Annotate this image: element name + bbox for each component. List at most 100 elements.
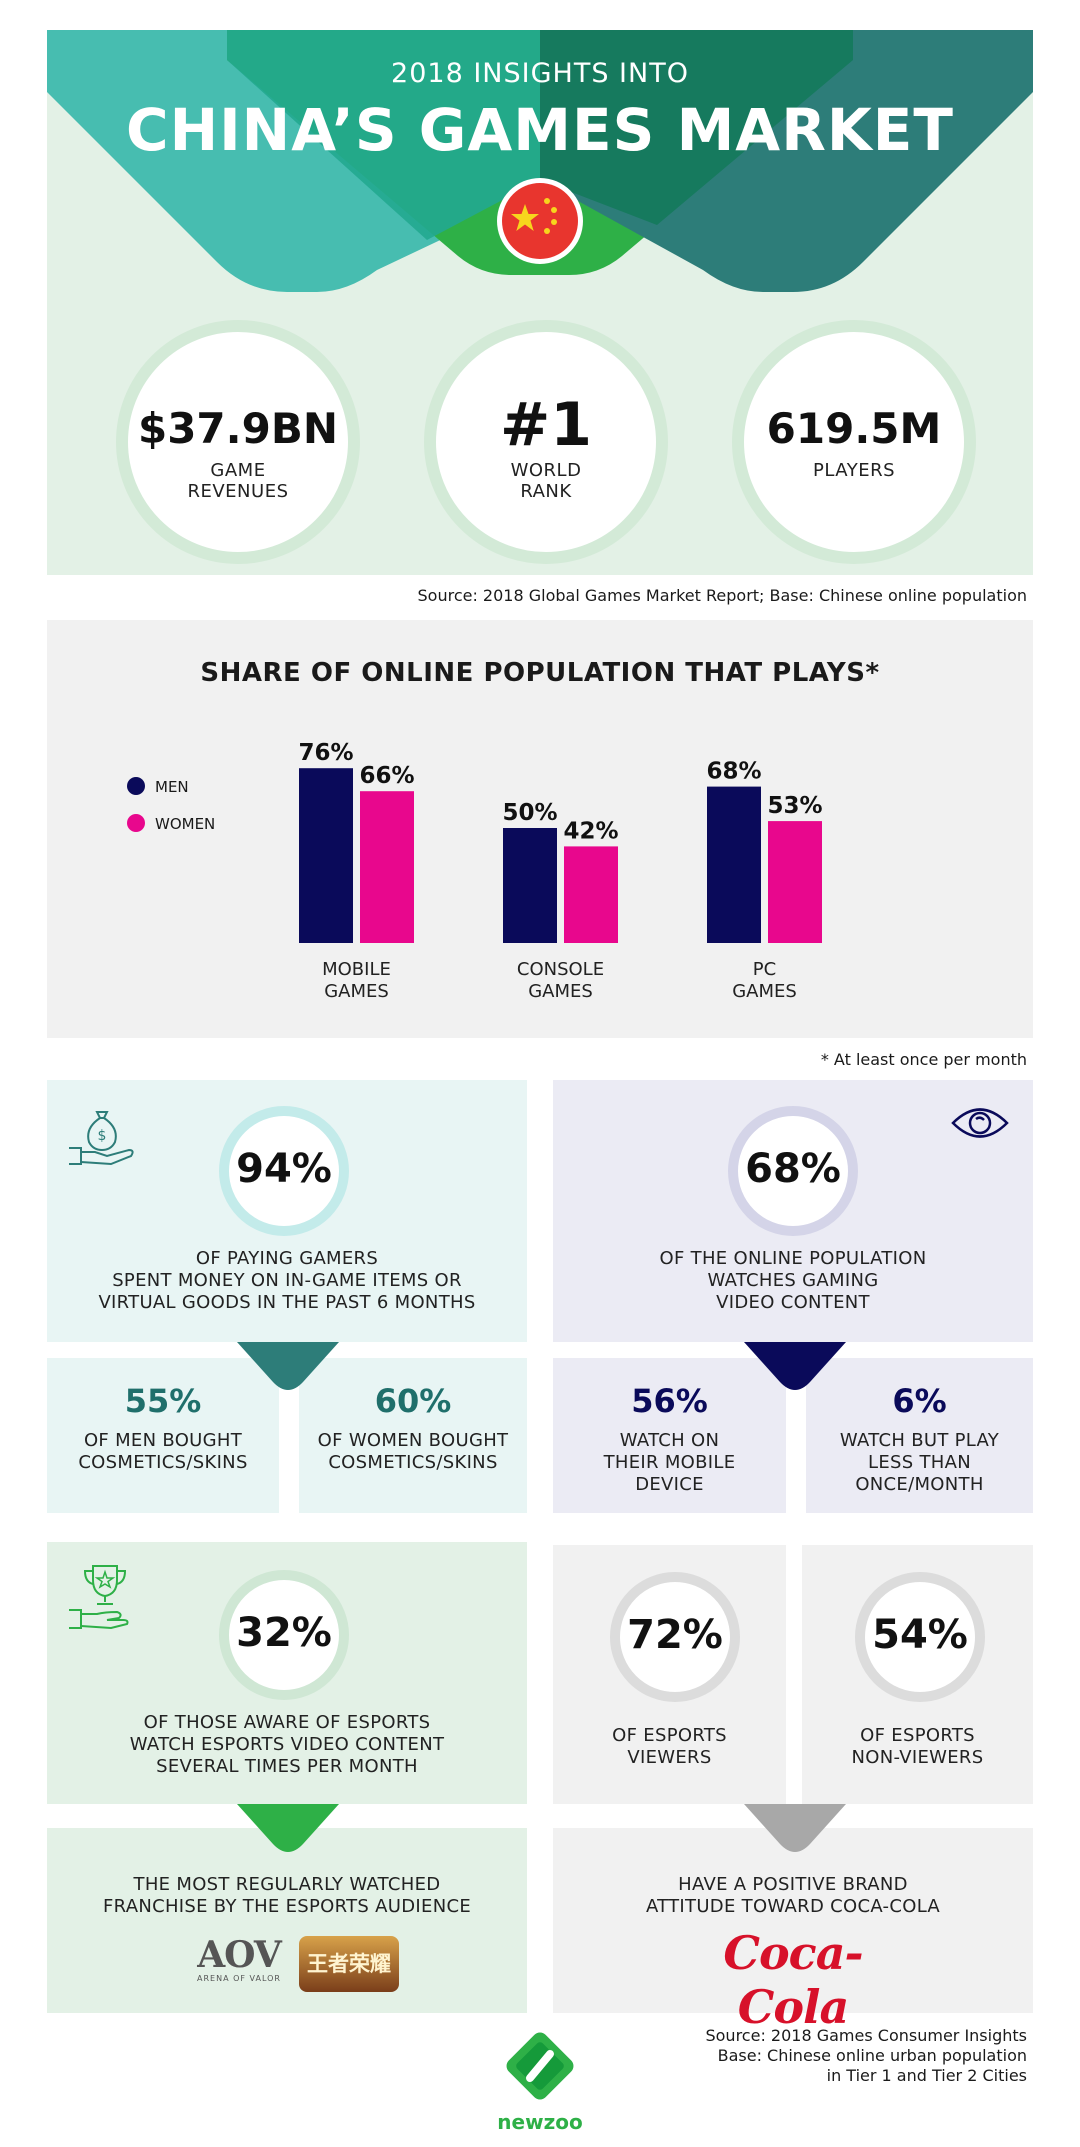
- bar-men-1: [503, 828, 557, 943]
- video-rare-line-2: LESS THAN: [868, 1452, 971, 1473]
- legend-men-label: MEN: [155, 778, 189, 796]
- header-banner: 2018 INSIGHTS INTO CHINA’S GAMES MARKET …: [47, 30, 1033, 575]
- viewers-value: 72%: [627, 1612, 723, 1658]
- bar-label-women-2: 53%: [767, 793, 822, 819]
- esports-connector-arrow: [237, 1804, 339, 1852]
- video-line-3: VIDEO CONTENT: [716, 1292, 870, 1313]
- video-rare-value: 6%: [892, 1382, 947, 1420]
- franchise-line-2: FRANCHISE BY THE ESPORTS AUDIENCE: [102, 1896, 472, 1917]
- spend-connector-arrow: [237, 1342, 339, 1390]
- video-ring: 68%: [728, 1106, 858, 1236]
- esports-line-1: OF THOSE AWARE OF ESPORTS: [143, 1712, 431, 1733]
- franchise-line-1: THE MOST REGULARLY WATCHED: [133, 1874, 441, 1895]
- legend-men-swatch: [127, 777, 145, 795]
- eye-icon: [951, 1108, 1009, 1138]
- coca-cola-logo: Coca-Cola: [723, 1926, 863, 2034]
- svg-text:$: $: [98, 1128, 107, 1144]
- header-source: Source: 2018 Global Games Market Report;…: [417, 586, 1028, 605]
- header-subtitle: 2018 INSIGHTS INTO: [391, 58, 689, 89]
- esports-line-3: SEVERAL TIMES PER MONTH: [156, 1756, 418, 1777]
- non-viewers-ring: 54%: [855, 1572, 985, 1702]
- esports-value: 32%: [236, 1610, 332, 1656]
- viewers-description: OF ESPORTS VIEWERS: [553, 1725, 786, 1769]
- bar-women-0: [360, 791, 414, 943]
- bar-label-men-1: 50%: [502, 800, 557, 826]
- video-panel: 68% OF THE ONLINE POPULATION WATCHES GAM…: [553, 1080, 1033, 1342]
- franchise-panel: THE MOST REGULARLY WATCHED FRANCHISE BY …: [47, 1828, 527, 2013]
- header-title: CHINA’S GAMES MARKET: [126, 96, 954, 164]
- spend-line-3: VIRTUAL GOODS IN THE PAST 6 MONTHS: [98, 1292, 476, 1313]
- stat-rank-label-1: WORLD: [510, 460, 582, 481]
- spend-men-description: OF MEN BOUGHT COSMETICS/SKINS: [47, 1430, 279, 1474]
- non-viewers-panel: 54% OF ESPORTS NON-VIEWERS: [802, 1545, 1033, 1804]
- spend-panel: $ 94% OF PAYING GAMERS SPENT MONEY ON IN…: [47, 1080, 527, 1342]
- viewers-ring: 72%: [610, 1572, 740, 1702]
- viewers-line-1: OF ESPORTS: [612, 1725, 727, 1746]
- spend-men-line-2: COSMETICS/SKINS: [78, 1452, 248, 1473]
- brand-attitude-description: HAVE A POSITIVE BRAND ATTITUDE TOWARD CO…: [553, 1874, 1033, 1918]
- chart-panel: SHARE OF ONLINE POPULATION THAT PLAYS* M…: [47, 620, 1033, 1038]
- video-line-1: OF THE ONLINE POPULATION: [659, 1248, 927, 1269]
- stat-players-value: 619.5M: [766, 404, 942, 453]
- footer-source-line-2: Base: Chinese online urban population: [717, 2046, 1027, 2065]
- video-value: 68%: [745, 1146, 841, 1192]
- stat-revenue-value: $37.9BN: [137, 404, 338, 453]
- stat-players-label: PLAYERS: [812, 460, 895, 481]
- spend-men-line-1: OF MEN BOUGHT: [83, 1430, 243, 1451]
- footer-source: Source: 2018 Games Consumer Insights Bas…: [600, 2026, 1027, 2086]
- bar-chart: 76%66%MOBILEGAMES50%42%CONSOLEGAMES68%53…: [298, 740, 822, 1002]
- viewers-panel: 72% OF ESPORTS VIEWERS: [553, 1545, 786, 1804]
- brand-attitude-panel: HAVE A POSITIVE BRAND ATTITUDE TOWARD CO…: [553, 1828, 1033, 2034]
- spend-women-value: 60%: [374, 1382, 452, 1420]
- esports-description: OF THOSE AWARE OF ESPORTS WATCH ESPORTS …: [47, 1712, 527, 1778]
- chart-footnote: * At least once per month: [820, 1050, 1027, 1069]
- category-label-0-1: GAMES: [324, 981, 389, 1002]
- stat-revenue: $37.9BN GAME REVENUES: [116, 320, 360, 564]
- video-mobile-line-2: THEIR MOBILE: [603, 1452, 736, 1473]
- video-mobile-line-1: WATCH ON: [619, 1430, 720, 1451]
- esports-ring: 32%: [219, 1570, 349, 1700]
- trophy-hand-icon: [69, 1565, 129, 1630]
- stat-world-rank: #1 WORLD RANK: [424, 320, 668, 564]
- non-viewers-line-1: OF ESPORTS: [860, 1725, 975, 1746]
- chart-title: SHARE OF ONLINE POPULATION THAT PLAYS*: [200, 658, 880, 688]
- brand-connector-arrow: [744, 1804, 846, 1852]
- spend-line-1: OF PAYING GAMERS: [195, 1248, 379, 1269]
- spend-value: 94%: [236, 1146, 332, 1192]
- money-bag-hand-icon: $: [69, 1111, 134, 1166]
- stat-rank-value: #1: [499, 390, 593, 460]
- viewers-line-2: VIEWERS: [627, 1747, 712, 1768]
- bar-label-women-1: 42%: [563, 818, 618, 844]
- spend-ring: 94%: [219, 1106, 349, 1236]
- spend-description: OF PAYING GAMERS SPENT MONEY ON IN-GAME …: [47, 1248, 527, 1314]
- spend-women-panel: 60% OF WOMEN BOUGHT COSMETICS/SKINS: [299, 1358, 527, 1513]
- category-label-1-1: GAMES: [528, 981, 593, 1002]
- non-viewers-value: 54%: [872, 1612, 968, 1658]
- non-viewers-description: OF ESPORTS NON-VIEWERS: [802, 1725, 1033, 1769]
- footer-source-line-3: in Tier 1 and Tier 2 Cities: [826, 2066, 1027, 2085]
- honor-of-kings-logo-text: 王者荣耀: [307, 1952, 391, 1976]
- video-mobile-line-3: DEVICE: [635, 1474, 704, 1495]
- bar-men-2: [707, 786, 761, 943]
- esports-panel: 32% OF THOSE AWARE OF ESPORTS WATCH ESPO…: [47, 1542, 527, 1804]
- video-rare-line-1: WATCH BUT PLAY: [839, 1430, 1000, 1451]
- footer-source-line-1: Source: 2018 Games Consumer Insights: [705, 2026, 1027, 2045]
- non-viewers-line-2: NON-VIEWERS: [851, 1747, 984, 1768]
- spend-line-2: SPENT MONEY ON IN-GAME ITEMS OR: [112, 1270, 462, 1291]
- stat-players: 619.5M PLAYERS: [732, 320, 976, 564]
- spend-men-panel: 55% OF MEN BOUGHT COSMETICS/SKINS: [47, 1358, 279, 1513]
- category-label-1-0: CONSOLE: [517, 959, 604, 980]
- newzoo-logo-mark-icon: [506, 2032, 574, 2100]
- franchise-description: THE MOST REGULARLY WATCHED FRANCHISE BY …: [47, 1874, 527, 1918]
- bar-men-0: [299, 768, 353, 943]
- video-mobile-value: 56%: [631, 1382, 708, 1420]
- esports-line-2: WATCH ESPORTS VIDEO CONTENT: [129, 1734, 445, 1755]
- brand-attitude-line-1: HAVE A POSITIVE BRAND: [678, 1874, 908, 1895]
- brand-attitude-line-2: ATTITUDE TOWARD COCA-COLA: [645, 1896, 941, 1917]
- spend-men-value: 55%: [124, 1382, 202, 1420]
- legend-women-swatch: [127, 814, 145, 832]
- stat-rank-label-2: RANK: [520, 481, 572, 502]
- legend-women-label: WOMEN: [155, 815, 216, 833]
- bar-women-2: [768, 821, 822, 943]
- video-connector-arrow: [744, 1342, 846, 1390]
